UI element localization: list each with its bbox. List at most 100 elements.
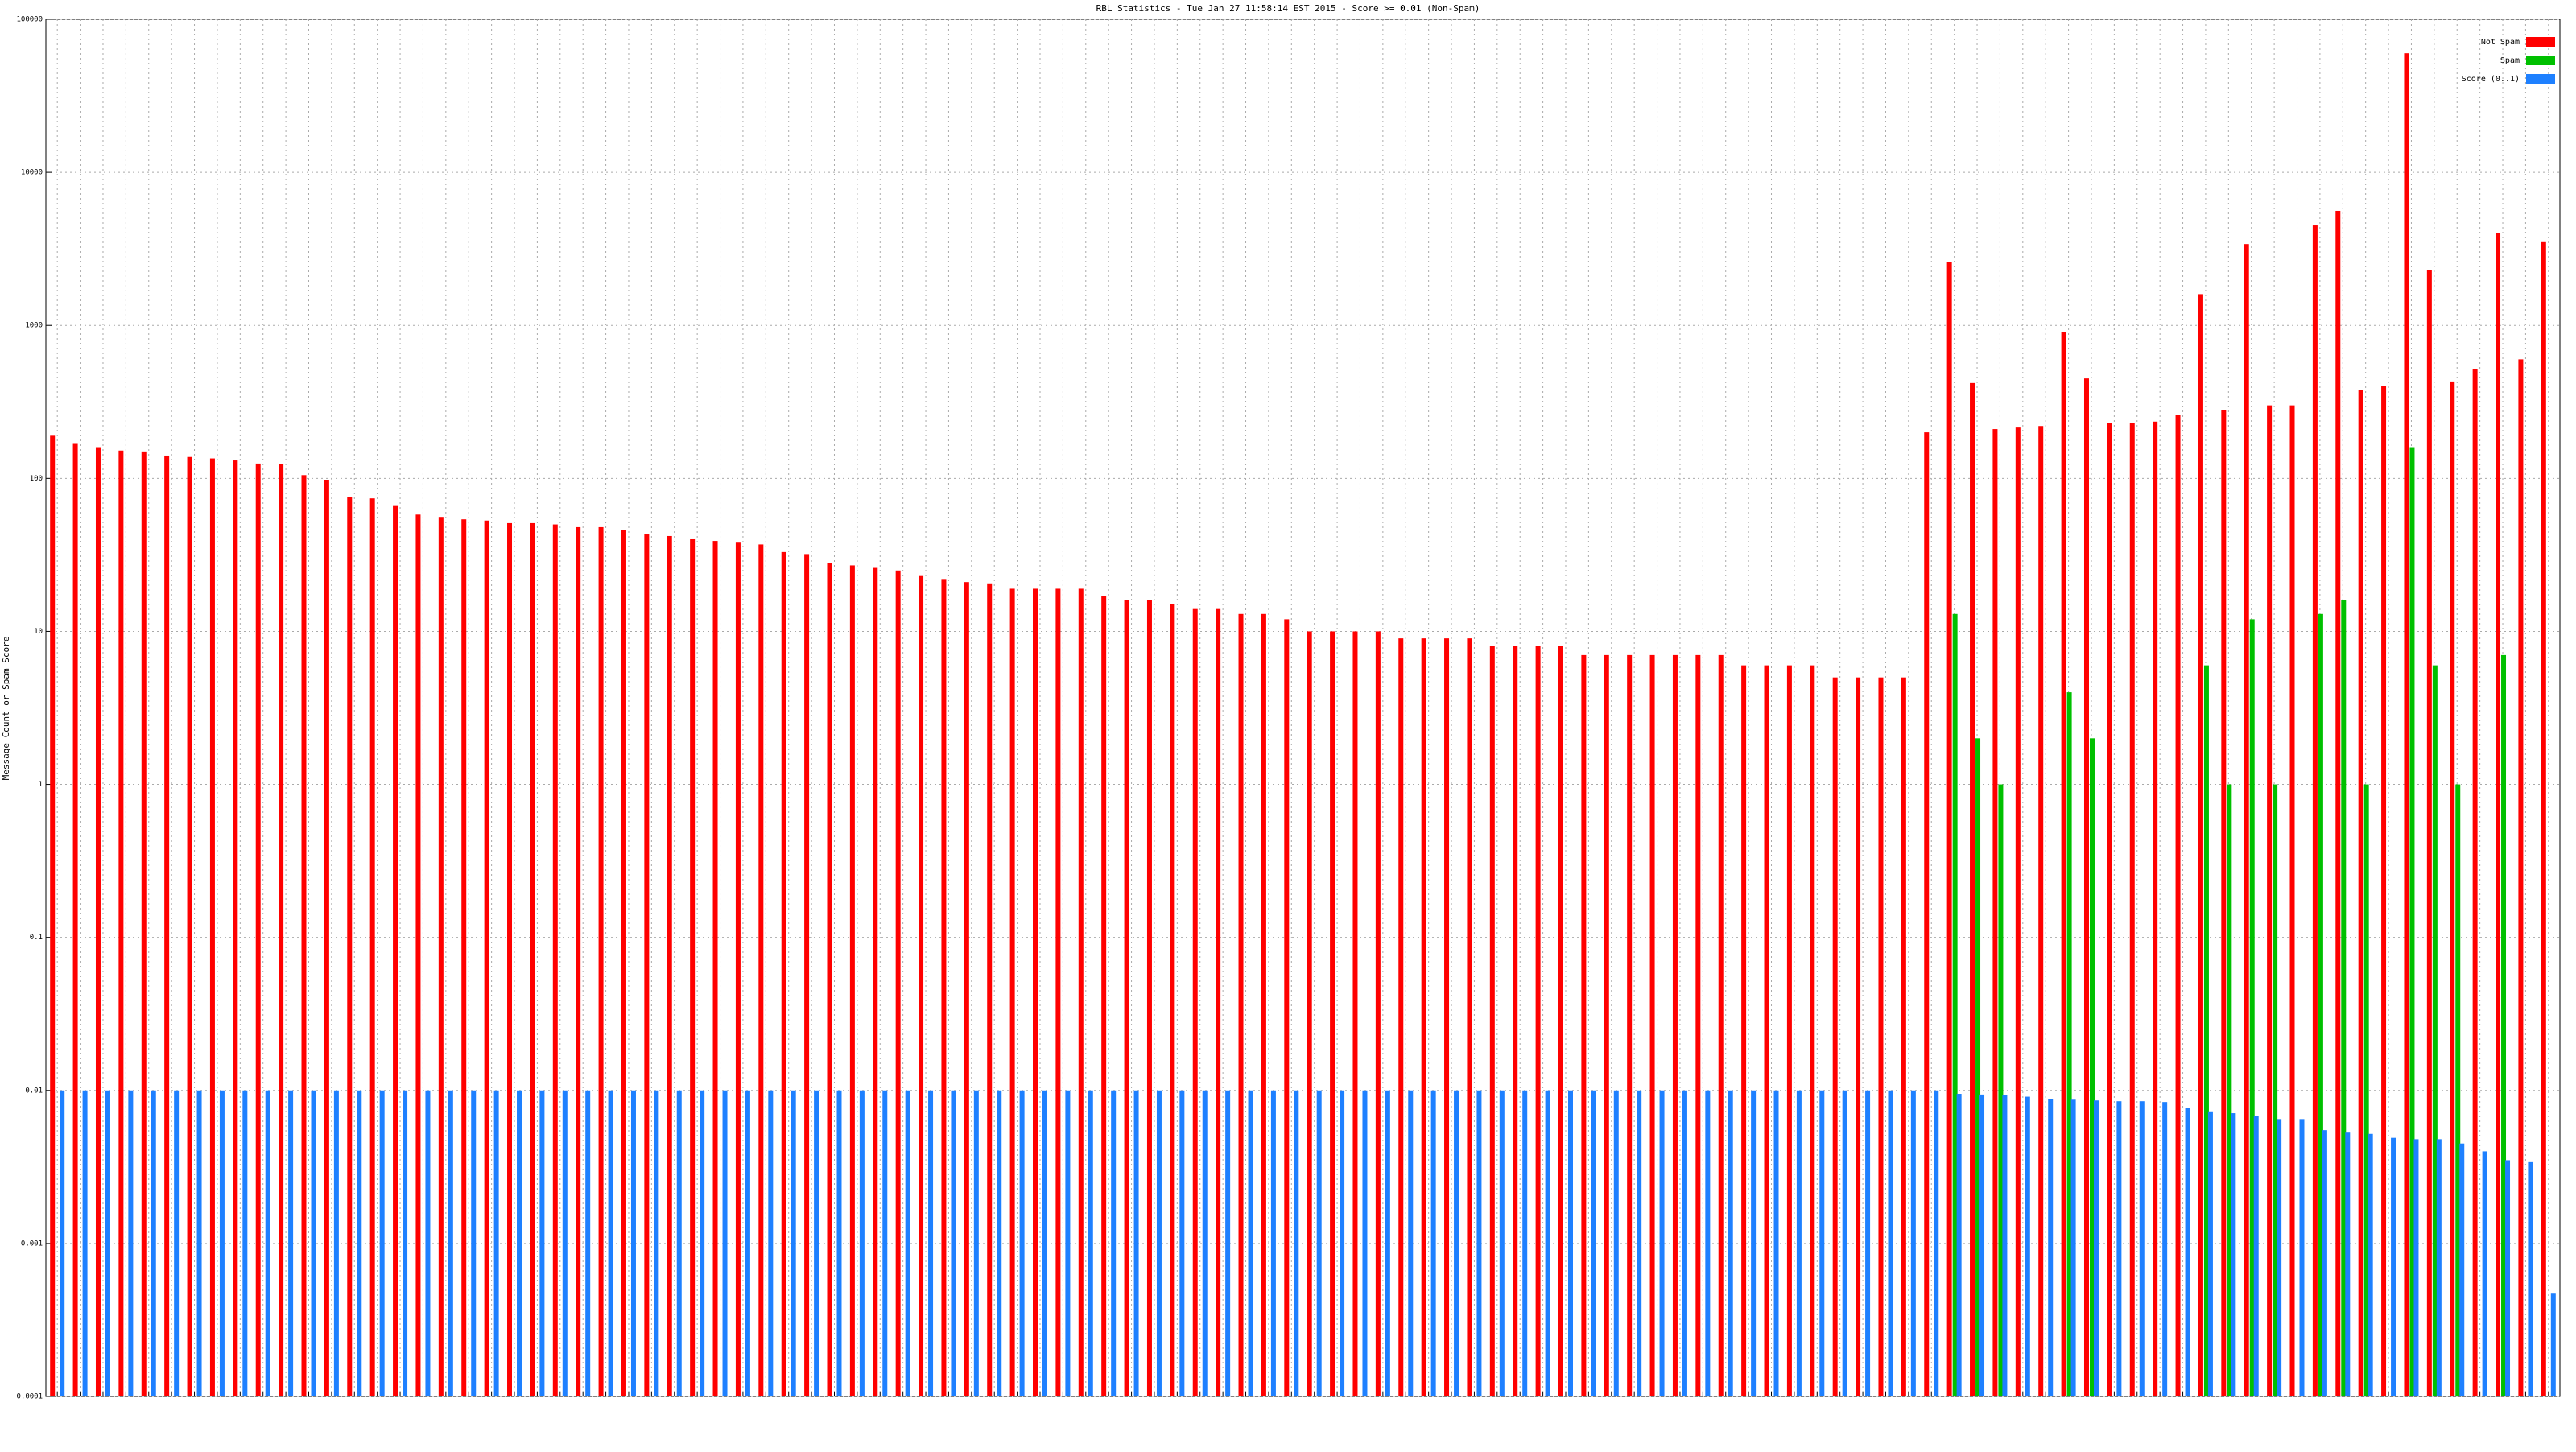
bar xyxy=(1865,1090,1871,1396)
bar xyxy=(1591,1090,1596,1396)
bar xyxy=(2459,1143,2465,1396)
bar xyxy=(1832,677,1838,1396)
bar xyxy=(2358,390,2363,1397)
bar xyxy=(333,1090,339,1396)
bar xyxy=(2318,613,2323,1396)
bar xyxy=(2066,692,2072,1396)
bar xyxy=(804,554,810,1396)
bar xyxy=(667,535,672,1397)
bar xyxy=(1952,613,1958,1396)
bar xyxy=(1261,613,1266,1396)
bar xyxy=(1179,1090,1185,1396)
bar xyxy=(415,514,421,1396)
bar xyxy=(233,460,238,1396)
bar xyxy=(1330,631,1335,1396)
bar xyxy=(174,1090,180,1396)
bar xyxy=(1613,1090,1619,1396)
bar xyxy=(745,1090,750,1396)
y-tick-label: 100 xyxy=(30,475,43,483)
legend-label: Spam xyxy=(2500,56,2520,65)
bar xyxy=(187,456,192,1397)
bar xyxy=(2153,421,2158,1396)
bar xyxy=(1352,631,1358,1396)
bar xyxy=(836,1090,842,1396)
bar xyxy=(1316,1090,1322,1396)
bar xyxy=(873,567,878,1396)
bar xyxy=(552,524,558,1396)
bar xyxy=(1513,646,1518,1396)
legend-swatch xyxy=(2526,56,2555,65)
bar xyxy=(196,1090,202,1396)
bar xyxy=(493,1090,499,1396)
bar xyxy=(1248,1090,1253,1396)
plot-frame xyxy=(45,19,2561,1397)
bar xyxy=(2345,1132,2351,1396)
bar xyxy=(951,1090,956,1396)
bar xyxy=(2231,1113,2236,1396)
bar xyxy=(1430,1090,1436,1396)
bar xyxy=(425,1090,431,1396)
bar xyxy=(1682,1090,1687,1396)
bar xyxy=(700,1090,705,1396)
y-axis-label: Message Count or Spam Score xyxy=(1,637,11,781)
bar xyxy=(2450,381,2455,1396)
y-tick-label: 0.01 xyxy=(25,1087,43,1095)
bar xyxy=(2455,784,2461,1396)
bar xyxy=(1078,588,1084,1396)
bar xyxy=(1156,1090,1162,1396)
bar xyxy=(2253,1116,2259,1396)
bar xyxy=(1979,1094,1985,1396)
bar xyxy=(1992,429,1998,1396)
legend-swatch xyxy=(2526,37,2555,47)
bar xyxy=(2541,241,2546,1397)
bar xyxy=(1764,665,1769,1396)
bar xyxy=(1133,1090,1139,1396)
bar xyxy=(928,1090,934,1396)
bar xyxy=(1856,677,1861,1396)
bar xyxy=(2335,210,2341,1396)
bar xyxy=(539,1090,545,1396)
bar xyxy=(2139,1101,2145,1396)
bar xyxy=(1088,1090,1093,1396)
bar xyxy=(95,447,101,1396)
bar xyxy=(2482,1151,2487,1396)
bar xyxy=(1202,1090,1208,1396)
bar xyxy=(1741,665,1747,1396)
bar xyxy=(2426,270,2432,1396)
bar xyxy=(1111,1090,1117,1396)
bar xyxy=(2203,665,2209,1396)
bar xyxy=(768,1090,774,1396)
bar xyxy=(402,1090,408,1396)
bar xyxy=(576,526,581,1397)
bar xyxy=(2175,415,2181,1396)
legend-swatch xyxy=(2526,74,2555,84)
bar xyxy=(1042,1090,1048,1396)
bar xyxy=(2341,600,2347,1396)
bar xyxy=(1444,638,1450,1396)
legend-label: Not Spam xyxy=(2481,38,2520,47)
bar xyxy=(2496,233,2501,1396)
bar xyxy=(827,563,832,1396)
bar xyxy=(1659,1090,1665,1396)
bar xyxy=(164,455,170,1397)
bar xyxy=(2048,1099,2054,1396)
bar xyxy=(997,1090,1002,1396)
bar xyxy=(1567,1090,1573,1396)
bar xyxy=(517,1090,522,1396)
bar xyxy=(2267,405,2273,1396)
bar xyxy=(209,458,215,1396)
bar xyxy=(484,520,489,1397)
bar xyxy=(2089,738,2095,1396)
bar xyxy=(2363,784,2369,1396)
bar xyxy=(1751,1090,1757,1396)
bar xyxy=(2505,1160,2511,1396)
bar xyxy=(2162,1102,2168,1396)
bar xyxy=(621,530,626,1397)
bar xyxy=(1019,1090,1025,1396)
bar xyxy=(369,498,375,1396)
bar xyxy=(1545,1090,1550,1396)
bar xyxy=(1796,1090,1802,1396)
bar xyxy=(1476,1090,1482,1396)
bar xyxy=(973,1090,979,1396)
